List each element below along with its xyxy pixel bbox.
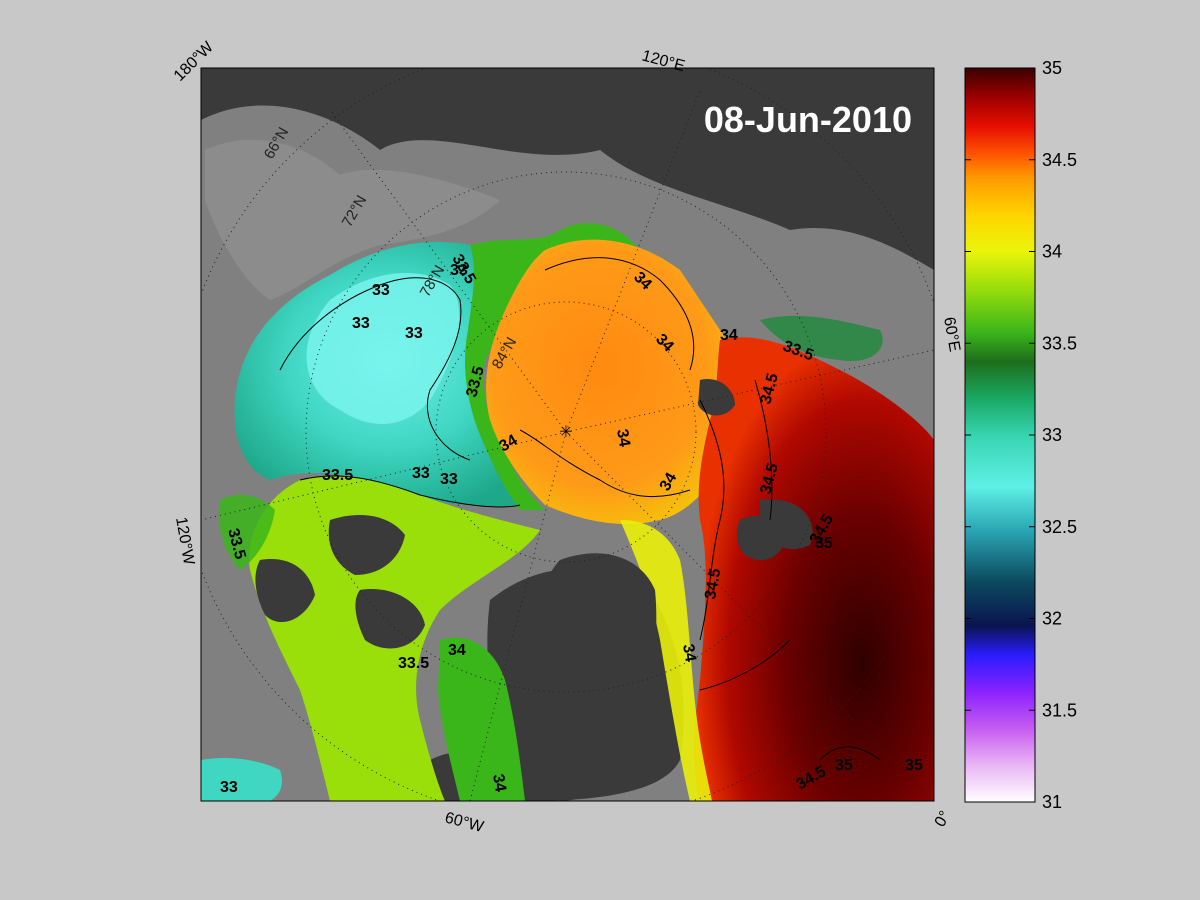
contour-label: 34 [448,642,466,659]
colorbar-tick-label: 31 [1042,792,1062,812]
lon-label-60w: 60°W [443,809,486,836]
colorbar-gradient [964,67,1036,803]
contour-label: 33 [440,471,458,488]
masked-ocean-northwest [205,139,500,300]
contour-label: 34 [613,428,633,449]
contour-label: 33 [372,282,390,299]
baffin-bay-teal [201,758,282,801]
colorbar-tick-label: 32.5 [1042,517,1077,537]
shelf-fringe-southwest [218,494,275,570]
colorbar-tick-label: 34 [1042,242,1062,262]
colorbar-ticks: 35 34.5 34 33.5 33 32.5 32 31.5 31 [965,58,1077,812]
date-stamp: 08-Jun-2010 [704,99,912,140]
contour-label: 34 [497,432,521,456]
colorbar-tick-label: 34.5 [1042,150,1077,170]
contour-label: 33.5 [398,655,429,672]
central-arctic-salinity [486,239,741,525]
colorbar-tick-label: 35 [1042,58,1062,78]
graticule [201,68,934,801]
contour-label: 33 [450,262,468,279]
colorbar: 35 34.5 34 33.5 33 32.5 32 31.5 31 [964,58,1077,812]
contour-label: 34.5 [702,567,724,601]
colorbar-tick-label: 31.5 [1042,700,1077,720]
contour-label: 33 [412,465,430,482]
atlantic-high-salinity [694,337,934,801]
lon-label-0: 0° [932,808,954,830]
map-area: ✳ 66°N 72°N 78°N 84°N 33 33 33 33 33 33 … [201,68,934,801]
map-frame [200,67,935,802]
colorbar-tick-label: 32 [1042,609,1062,629]
contour-label: 34 [489,773,509,794]
north-pole-marker: ✳ [559,424,572,441]
contour-label: 34 [720,327,738,344]
contour-label: 35 [815,535,833,552]
colorbar-tick-label: 33 [1042,425,1062,445]
contour-label: 34 [679,643,699,664]
contour-lines [279,257,881,761]
transition-band [465,222,640,510]
contour-label: 34 [657,470,681,494]
contour-label: 33 [405,325,423,342]
shelf-fringe-east [620,520,712,801]
contour-label: 33 [352,315,370,332]
colorbar-tick-label: 33.5 [1042,333,1077,353]
lon-label-60e: 60°E [940,316,963,353]
contour-label: 33 [220,779,238,796]
contour-label: 35 [835,757,853,774]
shelf-fringe-nares [438,637,525,801]
contour-label: 35 [905,757,923,774]
islands [255,379,813,801]
lon-label-120w: 120°W [172,516,197,567]
contour-label: 33.5 [322,467,353,484]
beaufort-inner-patch [306,273,460,424]
shelf-fringe-kara [760,315,883,361]
